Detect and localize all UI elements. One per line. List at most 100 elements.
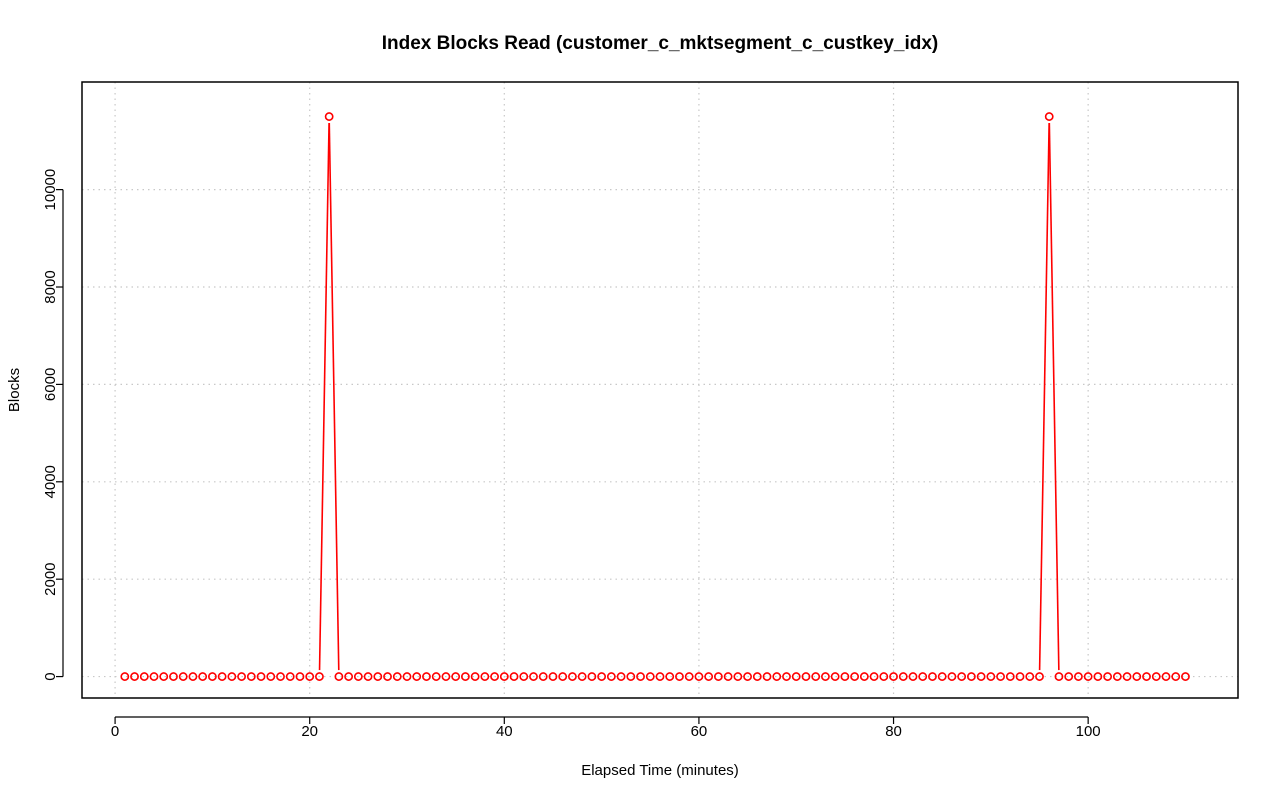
data-point [460,672,470,681]
data-point [266,672,276,681]
y-axis-label: Blocks [6,368,23,412]
data-point [470,672,480,681]
data-point [334,672,344,681]
data-point [509,672,519,681]
y-tick-label: 10000 [42,169,59,211]
data-point [937,672,947,681]
data-point [363,672,373,681]
data-point [1064,672,1074,681]
data-point [198,672,208,681]
data-point [315,672,324,681]
data-point [587,672,597,681]
data-point [957,672,967,681]
data-point [538,672,548,681]
data-point [1161,672,1171,681]
y-tick-label: 2000 [42,562,59,595]
data-point [597,672,607,681]
data-point [529,672,538,681]
data-point [383,672,392,681]
data-point [859,672,869,681]
x-axis-label: Elapsed Time (minutes) [581,762,739,779]
data-point [1035,672,1044,681]
data-point [130,672,139,681]
data-point [451,672,461,681]
data-point [120,672,130,681]
data-point [626,672,636,681]
data-point [1171,672,1181,681]
data-point [1093,672,1103,681]
data-point [344,672,354,681]
series-line-segment [328,123,340,671]
y-axis: 0 2000 4000 6000 8000 10000 [42,169,64,681]
data-point [178,672,188,681]
chart-title: Index Blocks Read (customer_c_mktsegment… [382,33,939,54]
data-point [499,672,509,681]
data-point [684,672,694,681]
data-point [1083,672,1093,681]
data-point [675,672,684,681]
data-point [568,672,577,681]
data-point [412,672,422,681]
series-line-segment [1048,123,1060,671]
data-point [636,672,645,681]
series-line-segment [318,123,330,671]
data-point [752,672,762,681]
data-point [830,672,840,681]
x-tick-label: 20 [301,723,318,740]
data-point [490,672,499,681]
data-point [422,672,431,681]
data-point [850,672,860,681]
data-point [606,672,616,681]
data-point [237,672,246,681]
data-point [392,672,402,681]
data-point [285,672,295,681]
data-point [480,672,490,681]
data-point [276,672,285,681]
data-point [947,672,957,681]
data-point [918,672,928,681]
data-point [169,672,178,681]
data-point [1005,672,1015,681]
data-point [1103,672,1113,681]
y-tick-label: 4000 [42,465,59,498]
data-point [431,672,441,681]
data-points [120,112,1190,681]
data-point [879,672,889,681]
data-point [713,672,723,681]
data-point [402,672,412,681]
data-point [996,672,1005,681]
data-point [246,672,256,681]
data-point [324,112,334,121]
data-point [869,672,879,681]
data-point [227,672,237,681]
data-point [801,672,811,681]
data-point [1132,672,1142,681]
data-point [898,672,908,681]
data-point [1142,672,1151,681]
data-point [519,672,529,681]
plot-frame [81,81,1239,699]
grid-lines [82,82,1238,698]
data-point [723,672,733,681]
data-point [976,672,986,681]
data-point [762,672,772,681]
data-point [645,672,655,681]
x-tick-label: 100 [1076,723,1101,740]
data-point [139,672,149,681]
data-point [840,672,850,681]
data-point [743,672,752,681]
data-point [821,672,830,681]
data-point [1151,672,1161,681]
data-point [373,672,383,681]
data-point [577,672,587,681]
data-point [908,672,918,681]
data-point [704,672,714,681]
data-point [548,672,558,681]
data-point [889,672,898,681]
data-point [207,672,217,681]
x-tick-label: 80 [885,723,902,740]
y-tick-label: 6000 [42,368,59,401]
data-point [1054,672,1064,681]
data-point [353,672,363,681]
